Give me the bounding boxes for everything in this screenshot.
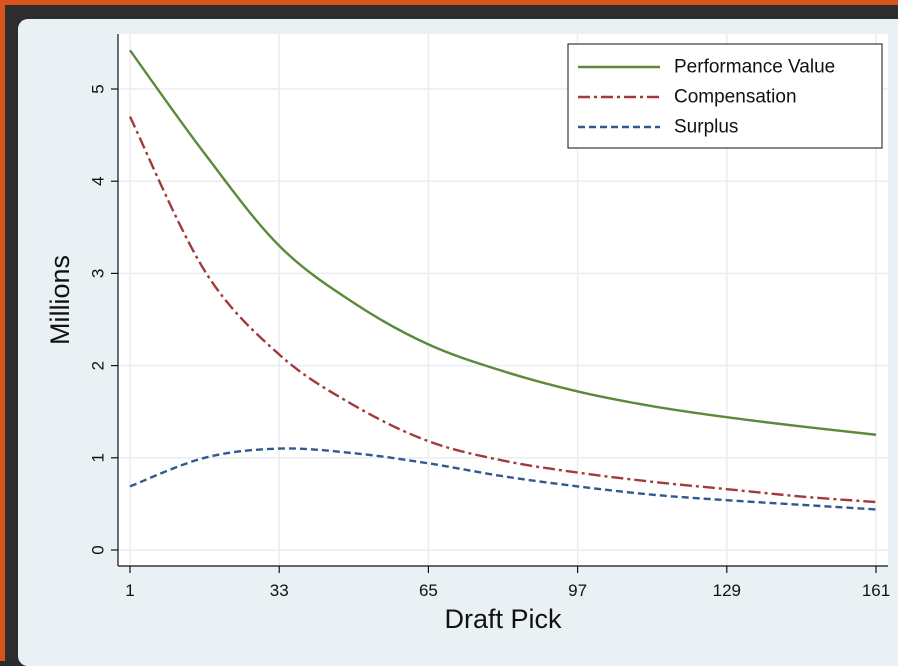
y-tick-label: 0 (89, 545, 108, 554)
y-axis-title: Millions (45, 255, 75, 345)
y-tick-label: 4 (89, 176, 108, 185)
legend: Performance Value Compensation Surplus (567, 43, 883, 149)
legend-label-performance-value: Performance Value (674, 57, 835, 78)
legend-box (567, 43, 883, 149)
x-tick-label: 1 (125, 581, 134, 600)
tick-labels: 1 33 65 97 129 161 0 1 2 3 4 5 (89, 84, 891, 600)
x-tick-label: 129 (713, 581, 741, 600)
series-lines (128, 49, 877, 511)
y-tick-label: 3 (89, 269, 108, 278)
x-tick-label: 161 (862, 581, 890, 600)
x-axis-title: Draft Pick (444, 604, 562, 634)
legend-label-compensation: Compensation (674, 87, 797, 108)
legend-label-surplus: Surplus (674, 117, 738, 138)
series-line-compensation (128, 116, 877, 504)
series-line-performance-value (129, 49, 877, 436)
y-tick-label: 1 (89, 453, 108, 462)
y-tick-label: 5 (89, 84, 108, 93)
series-line-surplus (129, 447, 877, 511)
axes (111, 34, 888, 573)
x-tick-label: 97 (568, 581, 587, 600)
y-tick-label: 2 (89, 361, 108, 370)
x-tick-label: 65 (419, 581, 438, 600)
x-tick-label: 33 (270, 581, 289, 600)
